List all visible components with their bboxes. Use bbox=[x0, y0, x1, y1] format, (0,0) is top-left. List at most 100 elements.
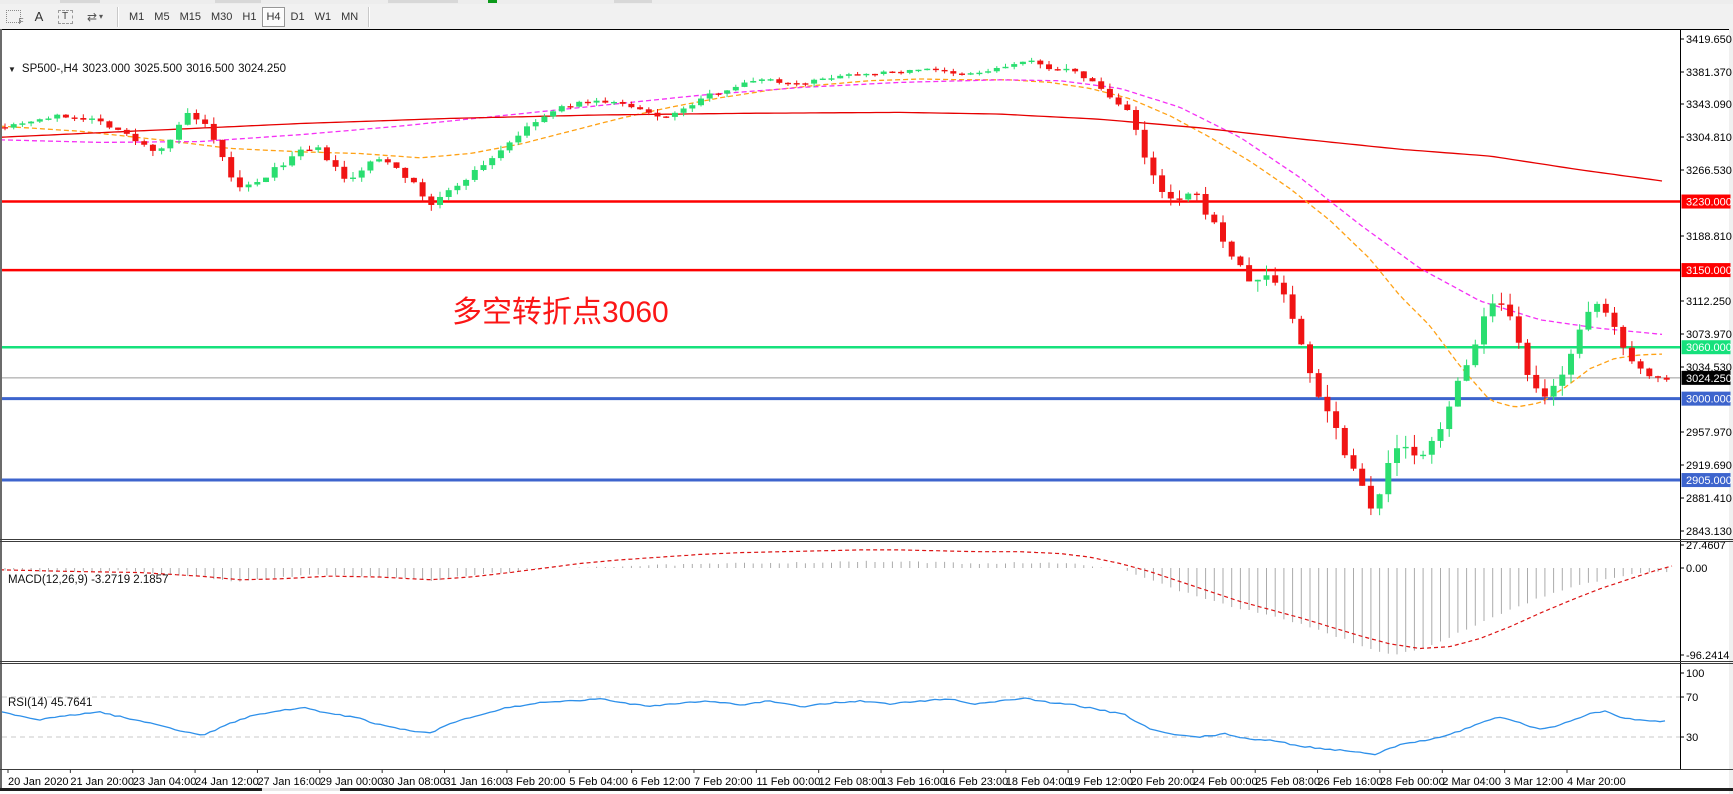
rsi-line bbox=[2, 697, 1666, 756]
candle bbox=[1202, 186, 1209, 220]
chart-window[interactable]: 3419.650 3381.370 3343.090 3304.810 3266.530… bbox=[0, 29, 1733, 794]
time-axis-label: 6 Feb 12:00 bbox=[632, 776, 691, 788]
ohlc-high: 3025.500 bbox=[134, 63, 183, 75]
candle bbox=[132, 128, 139, 146]
candle bbox=[1272, 267, 1279, 286]
candle bbox=[637, 105, 644, 110]
candle bbox=[1646, 367, 1653, 379]
price-tag-3230.000: 3230.000 bbox=[1681, 194, 1732, 209]
time-axis-label: 13 Feb 16:00 bbox=[881, 776, 946, 788]
price-axis-label: 3112.250 bbox=[1686, 296, 1731, 308]
candle bbox=[1089, 77, 1096, 82]
candle bbox=[1385, 450, 1392, 503]
time-axis-label: 24 Jan 12:00 bbox=[195, 776, 259, 788]
candle bbox=[350, 171, 356, 182]
timeframe-button-M30[interactable]: M30 bbox=[210, 10, 233, 23]
timeframe-button-H4[interactable]: H4 bbox=[262, 6, 285, 27]
time-axis-label: 24 Feb 00:00 bbox=[1193, 776, 1258, 788]
timeframe-button-M15[interactable]: M15 bbox=[179, 10, 201, 23]
toolbar-fragment bbox=[388, 0, 458, 3]
candle bbox=[1611, 307, 1618, 335]
candle bbox=[1620, 325, 1627, 356]
candle bbox=[976, 70, 983, 76]
candle bbox=[210, 117, 217, 144]
candle bbox=[724, 90, 731, 98]
annotation-text[interactable]: 多空转折点3060 bbox=[452, 296, 669, 329]
text-label-tool-icon[interactable]: T bbox=[53, 7, 77, 27]
candle bbox=[1106, 83, 1113, 100]
candle bbox=[1098, 77, 1105, 91]
symbol-dropdown-icon[interactable]: ▼ bbox=[8, 64, 16, 74]
chart-style-icon[interactable]: F bbox=[1, 7, 25, 27]
candle bbox=[1585, 301, 1592, 332]
candle bbox=[889, 71, 896, 74]
candle bbox=[97, 114, 104, 125]
timeframe-button-M5[interactable]: M5 bbox=[154, 10, 170, 23]
price-chart-canvas[interactable]: 3419.650 3381.370 3343.090 3304.810 3266.530… bbox=[0, 29, 1733, 794]
candle bbox=[854, 71, 861, 76]
macd-indicator-label: MACD(12,26,9) -3.2719 2.1857 bbox=[8, 574, 169, 586]
macd-axis-label: 0.00 bbox=[1686, 563, 1707, 575]
candle bbox=[471, 166, 478, 183]
macd-panel bbox=[2, 549, 1673, 655]
candle bbox=[176, 121, 182, 144]
horizontal-scrollbar[interactable] bbox=[0, 788, 1733, 791]
candle bbox=[1011, 62, 1018, 70]
candle bbox=[1246, 257, 1253, 282]
chart-title: ▼ SP500-,H4 3023.000 3025.500 3016.500 3… bbox=[8, 63, 286, 75]
candle bbox=[593, 97, 600, 106]
candle bbox=[280, 162, 287, 171]
candle bbox=[10, 122, 17, 130]
candle bbox=[19, 121, 26, 127]
svg-text:2905.000: 2905.000 bbox=[1686, 475, 1732, 487]
candle bbox=[184, 108, 191, 126]
candle bbox=[524, 122, 530, 138]
candle bbox=[898, 70, 905, 75]
price-axis-label: 3266.530 bbox=[1686, 165, 1732, 177]
arrows-glyph: ⇄ bbox=[86, 9, 98, 24]
candle bbox=[1394, 434, 1400, 477]
candle bbox=[741, 79, 748, 88]
candle bbox=[54, 113, 61, 122]
candle bbox=[1280, 275, 1287, 303]
candle bbox=[315, 144, 322, 153]
candle bbox=[1533, 365, 1540, 393]
candle bbox=[932, 66, 939, 73]
candle bbox=[811, 78, 818, 87]
price-axis-label: 3304.810 bbox=[1686, 132, 1732, 144]
candle bbox=[419, 178, 426, 202]
candle bbox=[689, 103, 696, 112]
candle bbox=[480, 160, 487, 172]
svg-text:3024.250: 3024.250 bbox=[1686, 373, 1732, 385]
timeframe-button-D1[interactable]: D1 bbox=[290, 10, 305, 23]
timeframe-button-H1[interactable]: H1 bbox=[242, 10, 257, 23]
candle bbox=[993, 66, 1000, 73]
candle bbox=[1028, 57, 1035, 64]
candle bbox=[802, 82, 809, 87]
candle bbox=[1220, 215, 1226, 249]
timeframe-button-MN[interactable]: MN bbox=[341, 10, 359, 23]
price-axis-label: 3188.810 bbox=[1686, 231, 1732, 243]
candle bbox=[1568, 349, 1574, 383]
timeframe-button-W1[interactable]: W1 bbox=[314, 10, 332, 23]
svg-text:3000.000: 3000.000 bbox=[1686, 394, 1732, 406]
candle bbox=[1594, 301, 1601, 318]
candle bbox=[1072, 68, 1079, 74]
font-tool-icon[interactable]: A bbox=[34, 9, 44, 24]
toolbar-fragment bbox=[614, 0, 652, 3]
candle bbox=[367, 160, 374, 174]
arrow-tools-icon[interactable]: ⇄ ▾ bbox=[79, 7, 111, 27]
candle bbox=[1176, 190, 1183, 206]
candle bbox=[863, 73, 870, 78]
candle bbox=[80, 114, 87, 122]
candle bbox=[706, 89, 713, 102]
price-axis[interactable]: 3419.650 3381.370 3343.090 3304.810 3266.530… bbox=[1680, 30, 1732, 770]
time-axis-label: 26 Feb 16:00 bbox=[1318, 776, 1383, 788]
timeframe-button-M1[interactable]: M1 bbox=[129, 10, 145, 23]
candle bbox=[341, 160, 348, 183]
horizontal-level-lines[interactable] bbox=[2, 200, 1680, 482]
candle bbox=[245, 181, 252, 192]
candle bbox=[950, 68, 957, 77]
candle bbox=[1080, 71, 1087, 82]
